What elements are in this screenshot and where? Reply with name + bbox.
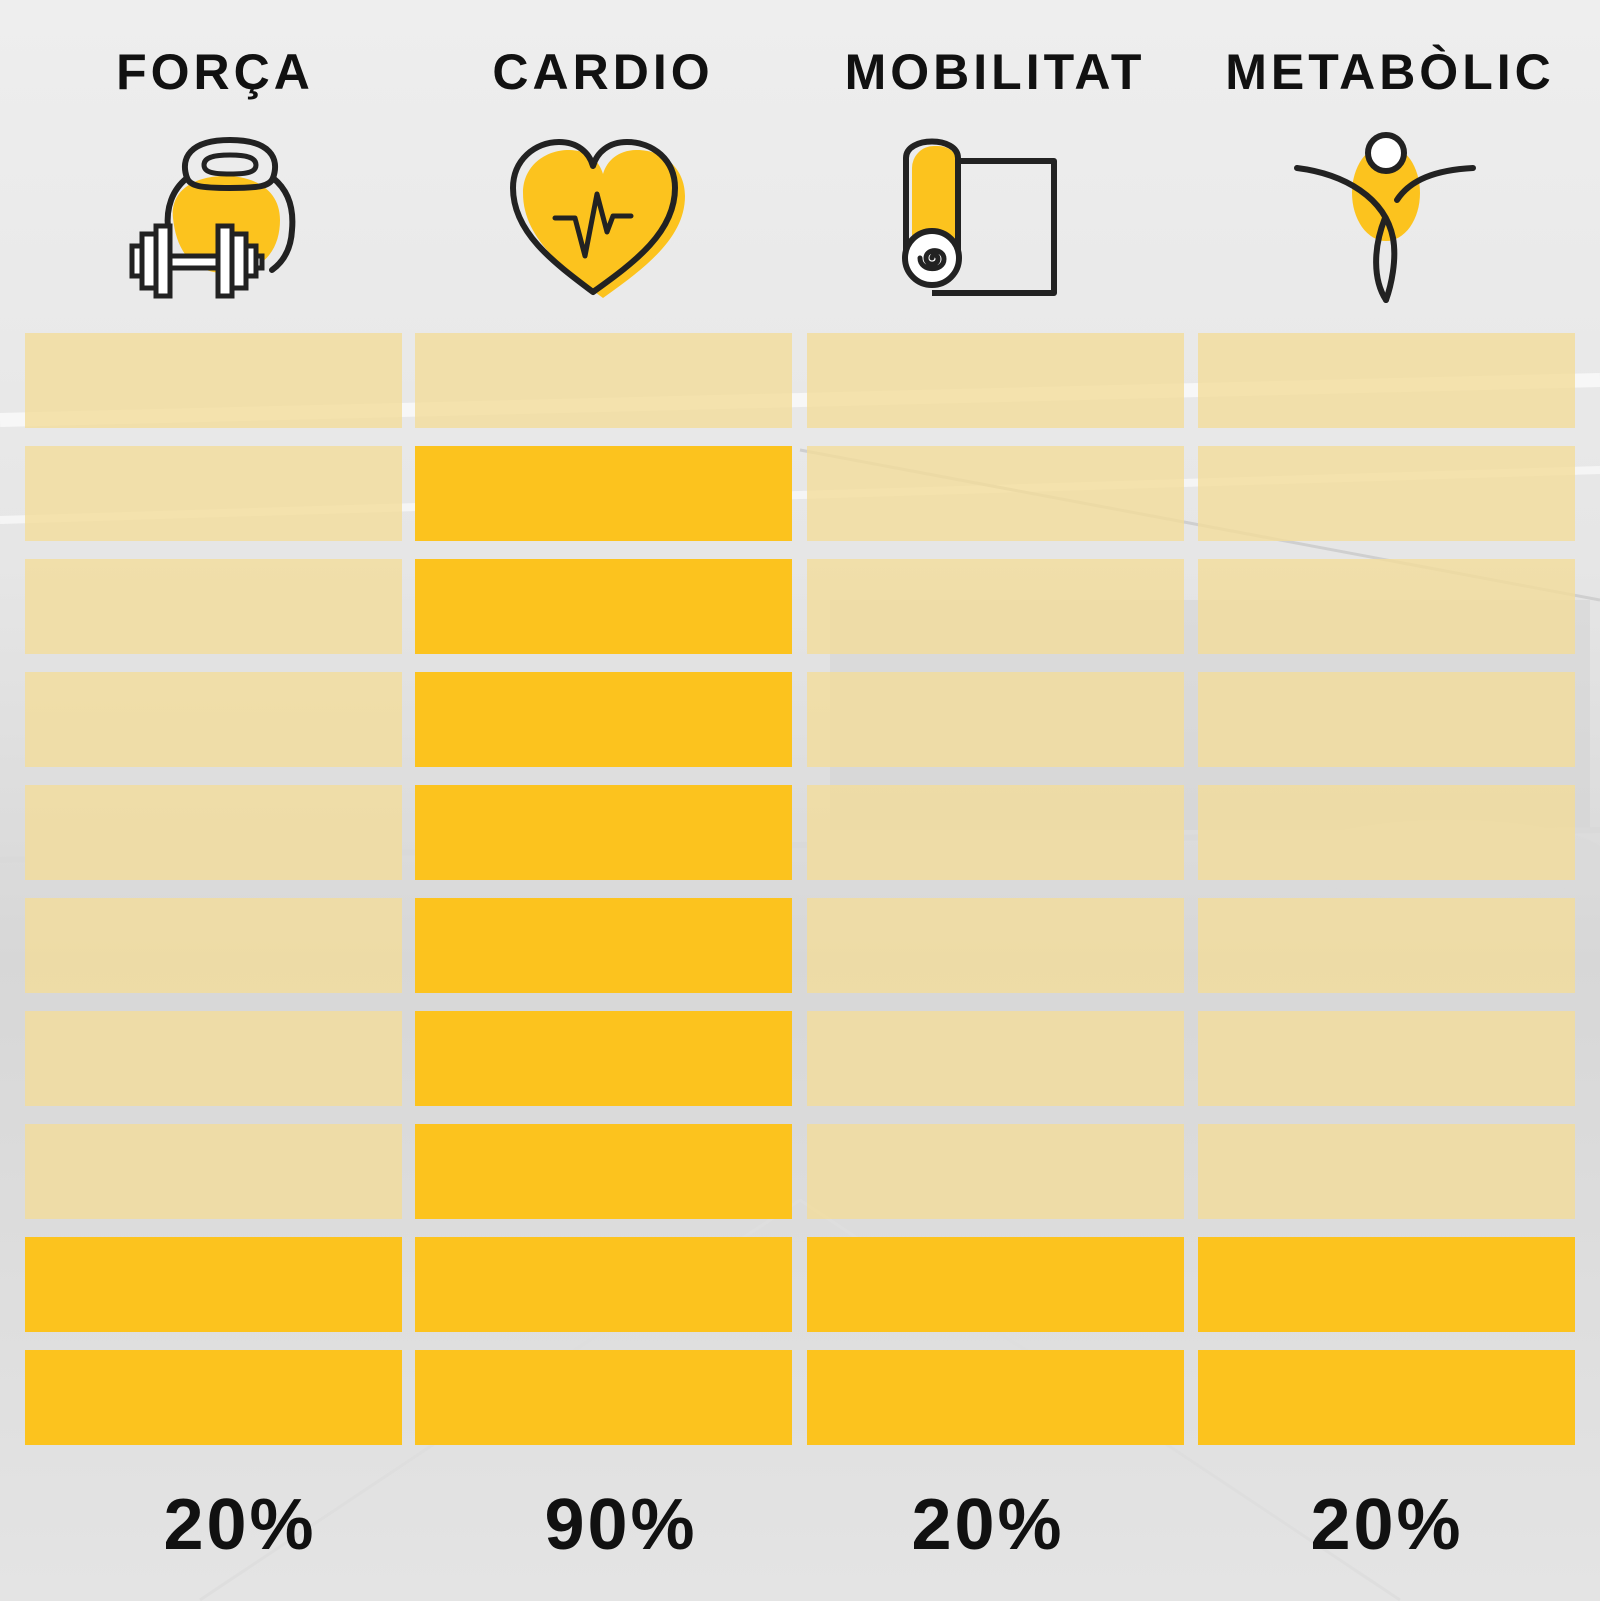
category-label-mobilitat: MOBILITAT: [844, 44, 1146, 100]
category-label-forca: FORÇA: [116, 44, 314, 100]
value-label-metabolic: 20%: [1310, 1485, 1464, 1565]
category-label-metabolic: METABÒLIC: [1225, 44, 1555, 100]
heart-pulse-icon: [510, 139, 685, 298]
kettlebell-dumbbell-icon: [129, 137, 296, 299]
stretching-figure-icon: [1294, 132, 1476, 303]
value-label-forca: 20%: [163, 1485, 317, 1565]
value-label-cardio: 90%: [544, 1485, 698, 1565]
category-label-cardio: CARDIO: [492, 44, 714, 100]
yoga-mat-icon: [902, 138, 1057, 296]
value-label-mobilitat: 20%: [911, 1485, 1065, 1565]
